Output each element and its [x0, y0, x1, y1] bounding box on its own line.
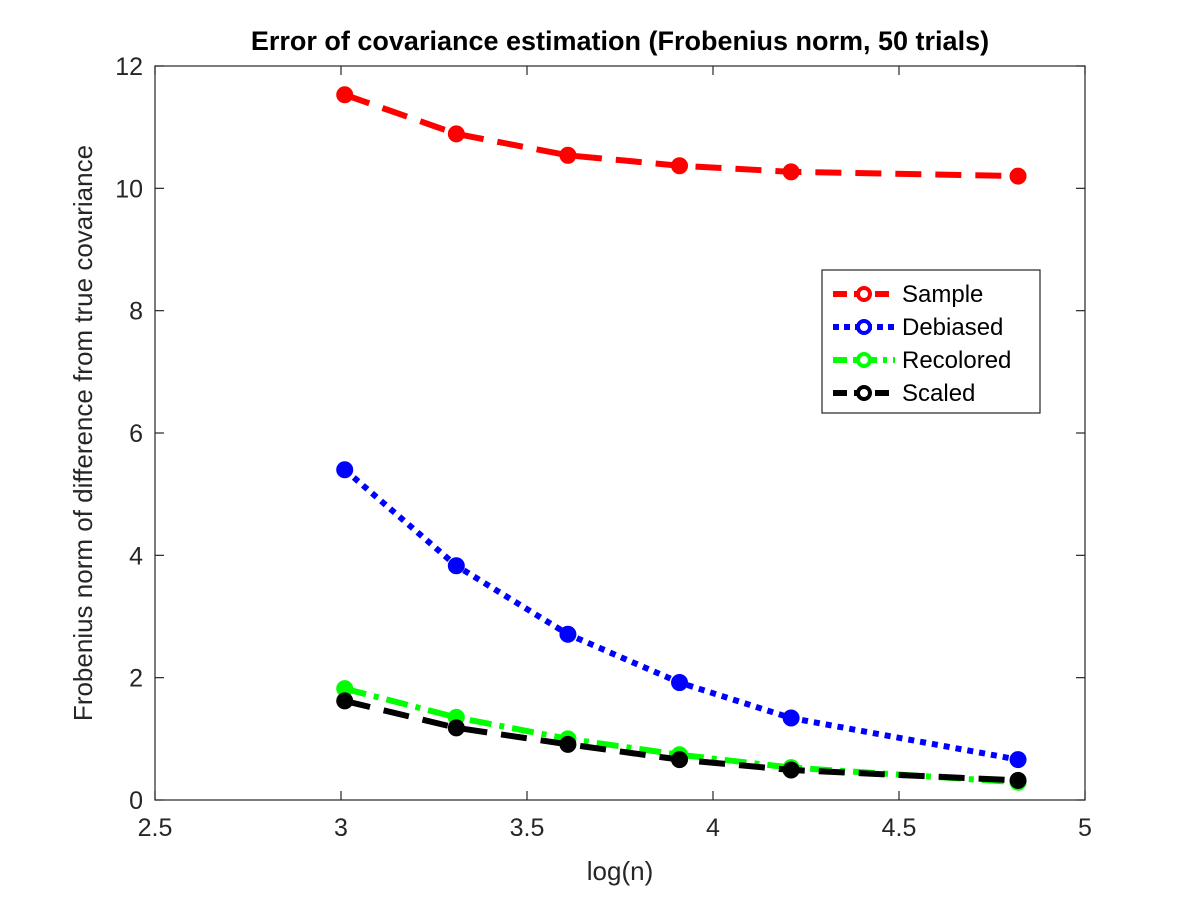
data-point-sample — [336, 86, 354, 104]
data-point-scaled — [336, 692, 354, 710]
series-layer — [336, 86, 1027, 791]
series-debiased — [336, 461, 1027, 769]
y-tick-label: 8 — [129, 298, 143, 326]
y-tick-label: 6 — [129, 420, 143, 448]
legend-marker-scaled — [856, 385, 872, 401]
data-point-debiased — [447, 557, 465, 575]
data-point-sample — [782, 163, 800, 181]
data-point-debiased — [1009, 751, 1027, 769]
x-tick-label: 3 — [334, 814, 348, 842]
y-tick-label: 12 — [115, 53, 143, 81]
data-point-debiased — [782, 709, 800, 727]
y-tick-label: 0 — [129, 787, 143, 815]
data-point-debiased — [671, 674, 689, 692]
data-point-scaled — [559, 735, 577, 753]
x-tick-label: 5 — [1078, 814, 1092, 842]
series-line-scaled — [344, 697, 1019, 784]
data-point-sample — [1009, 167, 1027, 185]
x-tick-label: 4.5 — [882, 814, 917, 842]
series-line-sample — [343, 91, 1019, 180]
data-point-sample — [671, 157, 689, 175]
data-point-scaled — [671, 751, 689, 769]
data-point-scaled — [782, 761, 800, 779]
x-tick-label: 3.5 — [510, 814, 545, 842]
x-tick-label: 4 — [706, 814, 720, 842]
ticks-layer: 2.5 3 3.5 4 4.5 5 0 2 4 6 8 10 12 — [115, 53, 1092, 842]
data-point-debiased — [336, 461, 354, 479]
legend-label-recolored: Recolored — [902, 347, 1011, 374]
data-point-scaled — [447, 719, 465, 737]
chart-title: Error of covariance estimation (Frobeniu… — [251, 26, 989, 56]
series-scaled — [336, 692, 1027, 789]
data-point-scaled — [1009, 771, 1027, 789]
y-tick-label: 4 — [129, 542, 143, 570]
legend-marker-debiased — [856, 319, 872, 335]
data-point-sample — [447, 125, 465, 143]
legend: Sample Debiased Recolored Scaled — [821, 269, 1041, 414]
data-point-sample — [559, 146, 577, 164]
plot-area — [155, 66, 1085, 800]
y-axis-label: Frobenius norm of difference from true c… — [68, 145, 98, 721]
y-tick-label: 10 — [115, 175, 143, 203]
legend-label-debiased: Debiased — [902, 314, 1003, 341]
x-axis-label: log(n) — [587, 856, 653, 886]
series-line-debiased — [342, 467, 1019, 763]
series-sample — [336, 86, 1027, 185]
legend-marker-sample — [856, 286, 872, 302]
legend-marker-recolored — [856, 352, 872, 368]
x-tick-label: 2.5 — [138, 814, 173, 842]
legend-entries: Sample Debiased Recolored Scaled — [833, 281, 1011, 407]
data-point-debiased — [559, 625, 577, 643]
legend-label-sample: Sample — [902, 281, 983, 308]
legend-label-scaled: Scaled — [902, 380, 975, 407]
y-tick-label: 2 — [129, 665, 143, 693]
